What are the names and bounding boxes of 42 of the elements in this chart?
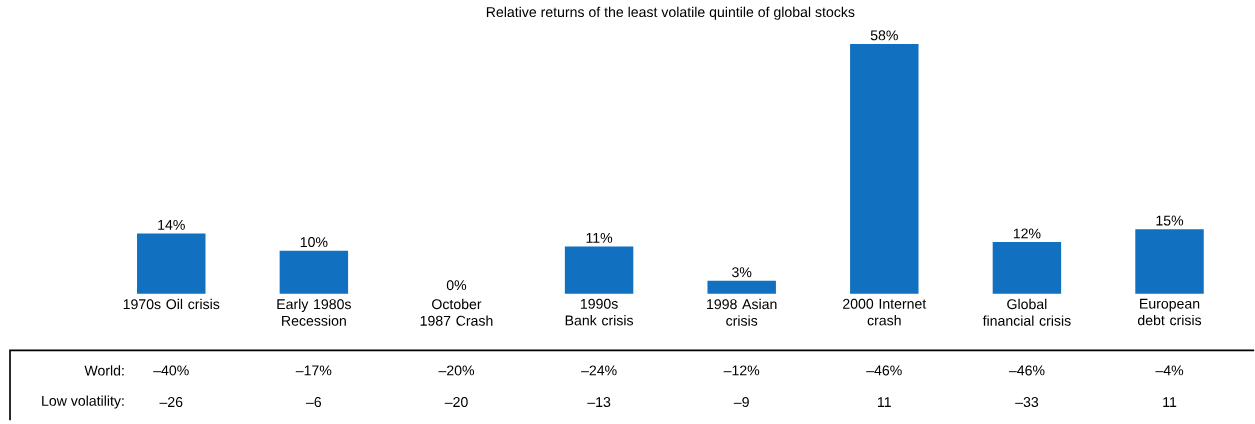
x-tick-label: 1970s Oil crisis [123,298,220,310]
data-label: 0% [446,280,467,291]
text: –9 [733,397,749,408]
data-label: 14% [158,220,185,230]
data-label: 58% [870,30,898,41]
x-tick-label: 1998 Asian crisis [707,298,777,326]
text: –20% [438,365,475,376]
text: –20 [444,397,468,408]
bar [707,281,776,294]
text: –12% [723,365,760,376]
data-label: 3% [732,267,752,278]
bar [564,246,634,294]
text: –46% [1008,365,1045,376]
data-label: 10% [300,237,328,248]
text: –24% [581,365,617,376]
text: –40% [153,365,189,376]
text: World: [84,365,124,376]
data-label: 15% [1156,215,1184,226]
text: –13 [587,397,611,408]
text: –17% [295,365,332,376]
bar [992,242,1062,294]
bar [279,250,349,294]
data-label: 11% [586,233,613,243]
x-tick-label: European debt crisis [1137,298,1202,326]
text: 11 [877,397,891,408]
text: –26 [159,397,183,408]
data-label: 12% [1013,228,1041,239]
x-tick-label: 1990s Bank crisis [565,298,634,326]
text: –46% [866,365,902,376]
x-tick-label: Global financial crisis [982,298,1071,326]
bar [850,44,919,294]
text: 11 [1163,397,1177,408]
text: –33 [1015,397,1039,408]
bar [137,233,206,294]
bar [1135,229,1204,294]
text: Low volatility: [42,395,124,409]
x-tick-label: Early 1980s Recession [277,298,351,326]
x-tick-label: October 1987 Crash [420,298,493,326]
x-tick-label: 2000 Internet crash [843,298,927,326]
text: –6 [305,397,322,408]
chart-title: Relative returns of the least volatile quintile of global stocks [486,6,855,20]
text: –4% [1155,365,1184,376]
